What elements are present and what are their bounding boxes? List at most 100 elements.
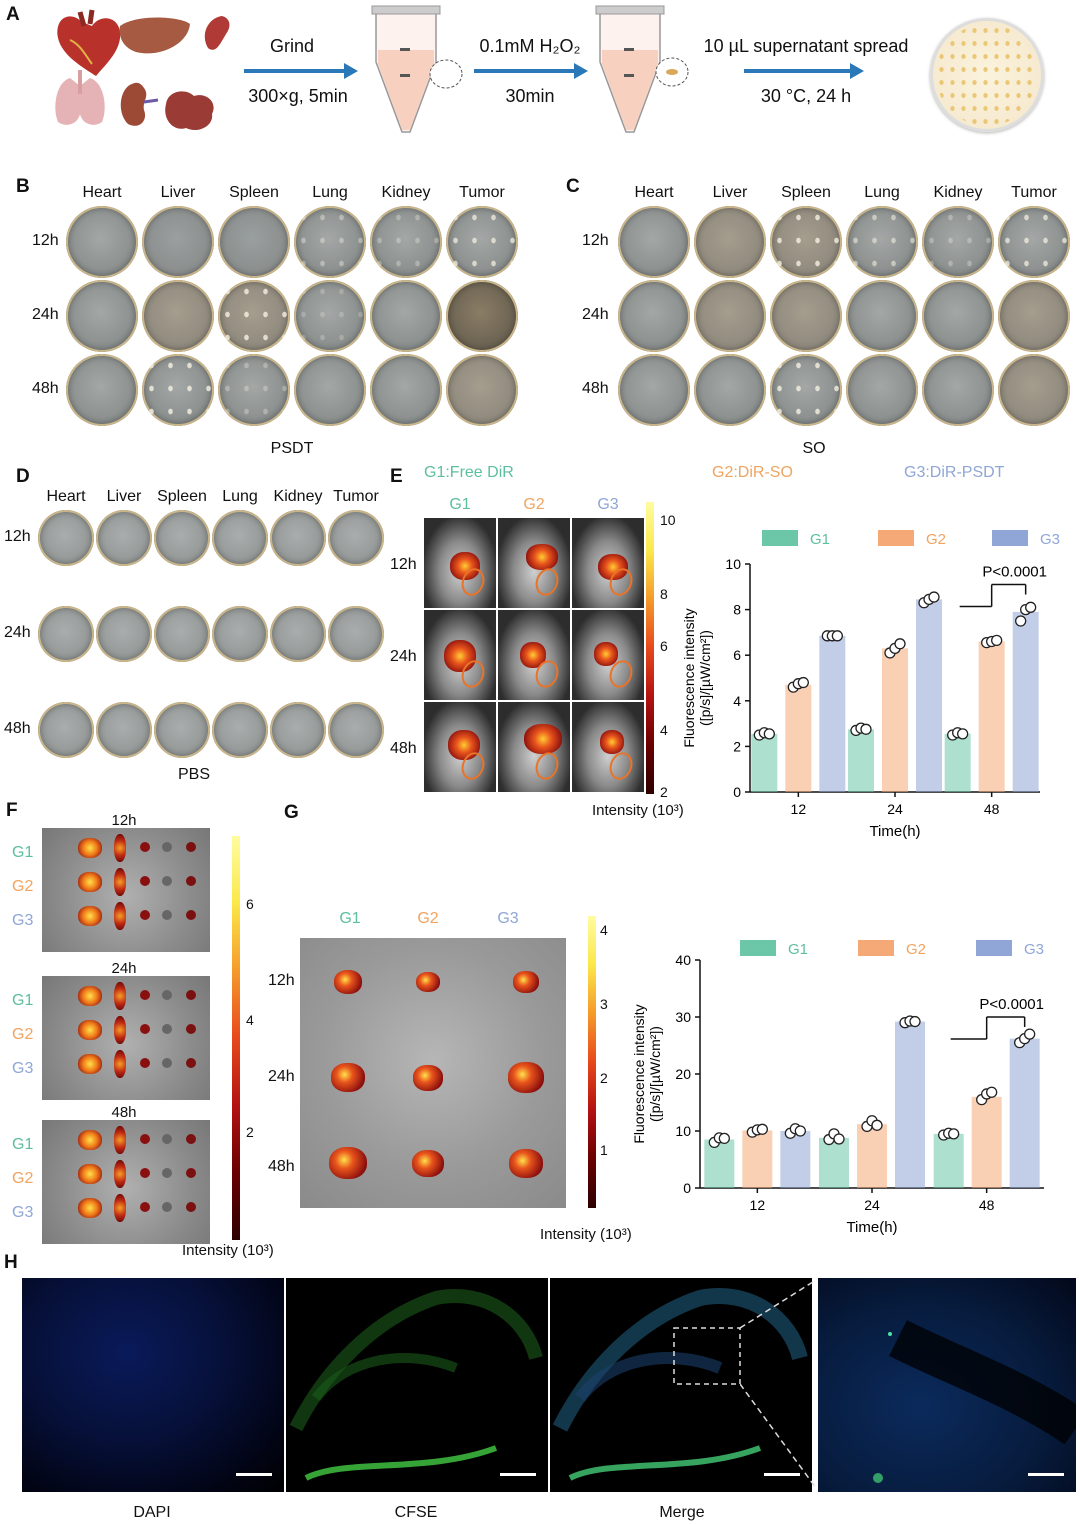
organ-signal (186, 842, 196, 852)
data-point (763, 728, 775, 740)
caption-cfse: CFSE (394, 1504, 438, 1521)
f-colorbar-tick-4: 4 (246, 1012, 254, 1028)
f-group-g2: G2 (12, 1026, 34, 1043)
culture-plate (212, 510, 268, 566)
panel-c-label: C (566, 176, 580, 197)
organ-signal (114, 982, 126, 1010)
panel_b-col-heart: Heart (82, 184, 122, 201)
culture-plate (846, 206, 918, 278)
culture-plate (66, 354, 138, 426)
spleen-icon (204, 16, 230, 50)
data-point (794, 1125, 806, 1137)
tumor-signal (331, 1063, 365, 1092)
panel_c-row-24h: 24h (582, 306, 609, 323)
f-colorbar (232, 836, 240, 1240)
signal-spot (598, 554, 628, 580)
step3-bottom-label: 30 °C, 24 h (760, 86, 852, 106)
f-colorbar-tick-2: 2 (246, 1124, 254, 1140)
organ-signal (162, 910, 172, 920)
x-tick-label: 12 (750, 1197, 766, 1213)
x-axis-label: Time(h) (846, 1219, 897, 1236)
y-axis-label: Fluorescence intensity (634, 1004, 647, 1143)
organ-image (42, 976, 210, 1100)
y-tick-label: 2 (733, 738, 741, 754)
f-group-g2: G2 (12, 1170, 34, 1187)
e-colorbar-tick-8: 8 (660, 586, 668, 602)
organ-signal (78, 1020, 102, 1040)
data-point (871, 1119, 883, 1131)
g-row-48h: 48h (268, 1158, 295, 1175)
panel_c-col-liver: Liver (712, 184, 748, 201)
e-col-g2: G2 (523, 496, 545, 513)
legend-g2-dir-so: G2:DiR-SO (712, 464, 793, 481)
legend-label-g2: G2 (906, 941, 926, 958)
data-point (986, 1086, 998, 1098)
culture-plate (446, 354, 518, 426)
mouse-image (498, 702, 570, 792)
y-tick-label: 8 (733, 602, 741, 618)
data-point (1024, 1028, 1036, 1040)
g-colorbar-tick-3: 3 (600, 996, 608, 1012)
panel-g-label: G (284, 802, 299, 823)
panel_b-col-kidney: Kidney (381, 184, 431, 201)
panel-d-caption: PBS (177, 766, 211, 783)
data-point (948, 1128, 960, 1140)
legend-g3-dir-psdt: G3:DiR-PSDT (904, 464, 1005, 481)
organ-signal (114, 1016, 126, 1044)
culture-plate (328, 606, 384, 662)
x-tick-label: 24 (887, 801, 903, 817)
bar-g3-48 (1009, 1038, 1040, 1188)
organ-signal (186, 1202, 196, 1212)
e-colorbar-tick-4: 4 (660, 722, 668, 738)
e-row-48h: 48h (390, 740, 417, 757)
mouse-image (572, 702, 644, 792)
tumor-icon (165, 91, 214, 131)
organ-signal (186, 1168, 196, 1178)
signal-spot (524, 724, 562, 754)
f-group-g2: G2 (12, 878, 34, 895)
organ-signal (140, 910, 150, 920)
e-row-12h: 12h (390, 556, 417, 573)
bar-g2-12 (785, 684, 812, 792)
organ-signal (78, 872, 102, 892)
organ-image (42, 828, 210, 952)
tube-1-icon (371, 5, 463, 133)
panel_c-col-tumor: Tumor (1011, 184, 1057, 201)
culture-plate (998, 206, 1070, 278)
bar-g2-24 (857, 1124, 887, 1188)
y-tick-label: 6 (733, 647, 741, 663)
bar-g2-48 (971, 1096, 1002, 1188)
organ-signal (140, 1058, 150, 1068)
f-group-g1: G1 (12, 1136, 34, 1153)
culture-plate (294, 206, 366, 278)
signal-spot (450, 552, 480, 580)
culture-plate (618, 280, 690, 352)
organ-signal (186, 1058, 196, 1068)
y-tick-label: 10 (725, 556, 741, 572)
panel-d-label: D (16, 466, 30, 487)
panel_d-col-lung: Lung (222, 488, 258, 505)
f-group-g1: G1 (12, 844, 34, 861)
panel_b-row-24h: 24h (32, 306, 59, 323)
step2-top-label: 0.1mM H₂O₂ (479, 36, 581, 56)
culture-plate (154, 606, 210, 662)
culture-plate (66, 280, 138, 352)
bar-g1-12 (751, 733, 778, 792)
organ-signal (140, 842, 150, 852)
data-point (756, 1123, 768, 1135)
data-point (928, 591, 940, 603)
organ-signal (78, 1164, 102, 1184)
tumor-signal (509, 1149, 543, 1178)
legend-label-g1: G1 (810, 531, 830, 548)
heart-icon (57, 9, 121, 76)
panel_b-row-48h: 48h (32, 380, 59, 397)
x-tick-label: 24 (864, 1197, 880, 1213)
data-point (909, 1015, 921, 1028)
g-colorbar-tick-2: 2 (600, 1070, 608, 1086)
organ-signal (140, 1168, 150, 1178)
tumor-signal (329, 1147, 367, 1180)
mouse-image (424, 518, 496, 608)
culture-plate (96, 510, 152, 566)
f-colorbar-label: Intensity (10³) (182, 1242, 274, 1259)
mouse-image (572, 610, 644, 700)
